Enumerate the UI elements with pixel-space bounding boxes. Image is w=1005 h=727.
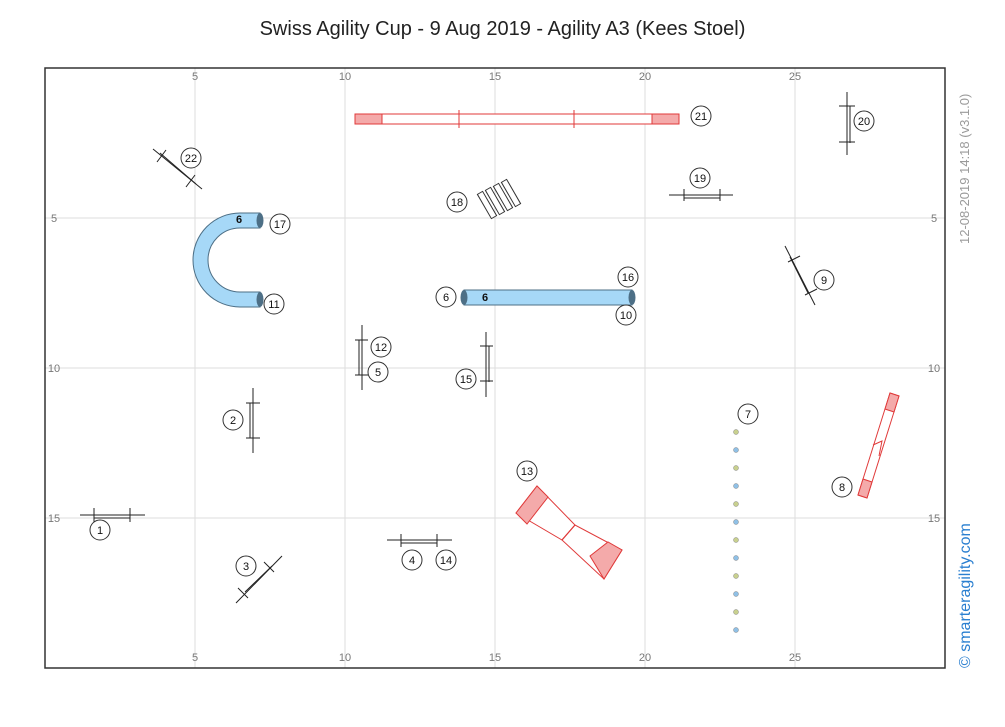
field-border: [44, 67, 946, 669]
badge-19: 19: [689, 167, 711, 189]
badge-13: 13: [516, 460, 538, 482]
badge-14: 14: [435, 549, 457, 571]
x-tick-top-10: 10: [339, 71, 351, 83]
svg-text:2: 2: [230, 415, 236, 427]
x-tick-bottom-15: 15: [489, 652, 501, 664]
jump-19: [669, 189, 733, 201]
y-tick-right-5: 5: [931, 213, 937, 225]
svg-text:17: 17: [274, 219, 286, 231]
svg-text:10: 10: [620, 310, 632, 322]
jump-3: [235, 555, 283, 604]
badge-17: 17: [269, 213, 291, 235]
badge-1: 1: [89, 519, 111, 541]
svg-text:3: 3: [243, 561, 249, 573]
badge-10: 10: [615, 304, 637, 326]
svg-text:12: 12: [375, 342, 387, 354]
badge-5: 5: [367, 361, 389, 383]
page-title: Swiss Agility Cup - 9 Aug 2019 - Agility…: [259, 18, 746, 40]
x-tick-top-20: 20: [639, 71, 651, 83]
svg-text:14: 14: [440, 555, 452, 567]
badge-2: 2: [222, 409, 244, 431]
badge-16: 16: [617, 266, 639, 288]
svg-text:13: 13: [521, 466, 533, 478]
tire-18: [476, 178, 522, 220]
jump-2: [246, 388, 260, 453]
aframe-13: [515, 485, 623, 580]
badge-7: 7: [737, 403, 759, 425]
brand-link[interactable]: © smarteragility.com: [957, 523, 974, 668]
svg-text:19: 19: [694, 173, 706, 185]
svg-text:15: 15: [460, 374, 472, 386]
svg-text:7: 7: [745, 409, 751, 421]
svg-text:9: 9: [821, 275, 827, 287]
svg-text:16: 16: [622, 272, 634, 284]
svg-text:21: 21: [695, 111, 707, 123]
badge-18: 18: [446, 191, 468, 213]
grid-lines: [45, 68, 945, 668]
tunnel-straight-label: 6: [482, 292, 488, 304]
badge-9: 9: [813, 269, 835, 291]
badge-8: 8: [831, 476, 853, 498]
jump-5-12: [355, 325, 368, 390]
dogwalk-21: [354, 110, 680, 128]
y-tick-right-10: 10: [928, 363, 940, 375]
tick-labels: 5 10 15 20 25 5 10 15 20 25 5 10 15 5 10…: [48, 71, 940, 664]
jump-20: [839, 92, 855, 155]
svg-text:20: 20: [858, 116, 870, 128]
jump-1: [80, 508, 145, 522]
svg-text:8: 8: [839, 482, 845, 494]
jump-22: [152, 148, 203, 190]
badge-6: 6: [435, 286, 457, 308]
badge-21: 21: [690, 105, 712, 127]
badge-22: 22: [180, 147, 202, 169]
badge-3: 3: [235, 555, 257, 577]
tunnel-curved-label: 6: [236, 214, 242, 226]
y-tick-left-5: 5: [51, 213, 57, 225]
y-tick-right-15: 15: [928, 513, 940, 525]
x-tick-bottom-10: 10: [339, 652, 351, 664]
svg-text:11: 11: [268, 299, 279, 311]
svg-text:1: 1: [97, 525, 103, 537]
svg-text:5: 5: [375, 367, 381, 379]
number-badges: 1 2 3 4 14 5 12 6 10 16 7 8 9 11 17 13 1…: [89, 105, 875, 577]
badge-12: 12: [370, 336, 392, 358]
jumps: [80, 92, 855, 604]
jump-9: [784, 245, 818, 306]
jump-15: [480, 332, 493, 397]
tunnel-curved: 6: [192, 212, 264, 308]
weave-7: [733, 429, 739, 633]
seesaw-8: [857, 392, 900, 499]
x-tick-top-15: 15: [489, 71, 501, 83]
x-tick-top-5: 5: [192, 71, 198, 83]
x-tick-bottom-5: 5: [192, 652, 198, 664]
x-tick-bottom-25: 25: [789, 652, 801, 664]
timestamp-version: 12-08-2019 14:18 (v3.1.0): [957, 93, 972, 244]
y-tick-left-15: 15: [48, 513, 60, 525]
badge-4: 4: [401, 549, 423, 571]
jump-4-14: [387, 534, 452, 547]
y-tick-left-10: 10: [48, 363, 60, 375]
svg-text:18: 18: [451, 197, 463, 209]
svg-text:6: 6: [443, 292, 449, 304]
badge-15: 15: [455, 368, 477, 390]
svg-text:22: 22: [185, 153, 197, 165]
badge-11: 11: [263, 293, 285, 315]
tunnel-straight: 6: [460, 289, 636, 306]
badge-20: 20: [853, 110, 875, 132]
x-tick-top-25: 25: [789, 71, 801, 83]
svg-text:4: 4: [409, 555, 415, 567]
x-tick-bottom-20: 20: [639, 652, 651, 664]
